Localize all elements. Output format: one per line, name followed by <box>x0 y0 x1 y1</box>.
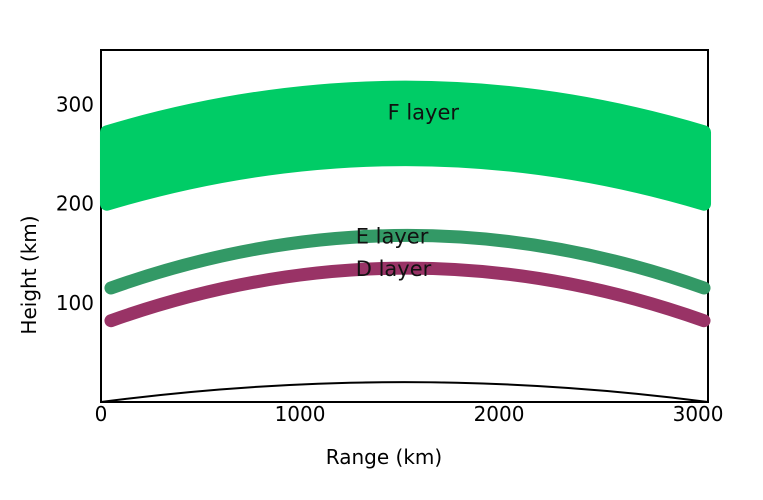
annotation-e-layer: E layer <box>356 224 429 248</box>
y-tick-label: 200 <box>56 192 94 216</box>
ground-curve <box>100 381 709 403</box>
x-axis-label: Range (km) <box>326 445 442 469</box>
y-tick-label: 300 <box>56 93 94 117</box>
band-f-layer <box>99 80 712 211</box>
line-d-layer <box>104 261 711 328</box>
line-e-layer <box>104 229 711 295</box>
x-tick-label: 1000 <box>275 402 326 426</box>
plot-frame <box>100 49 709 403</box>
y-axis-label: Height (km) <box>17 215 41 334</box>
x-tick-label: 0 <box>95 402 108 426</box>
x-tick-label: 3000 <box>673 402 724 426</box>
annotation-d-layer: D layer <box>356 257 432 281</box>
annotation-f-layer: F layer <box>388 100 460 124</box>
x-tick-label: 2000 <box>474 402 525 426</box>
y-tick-label: 100 <box>56 291 94 315</box>
